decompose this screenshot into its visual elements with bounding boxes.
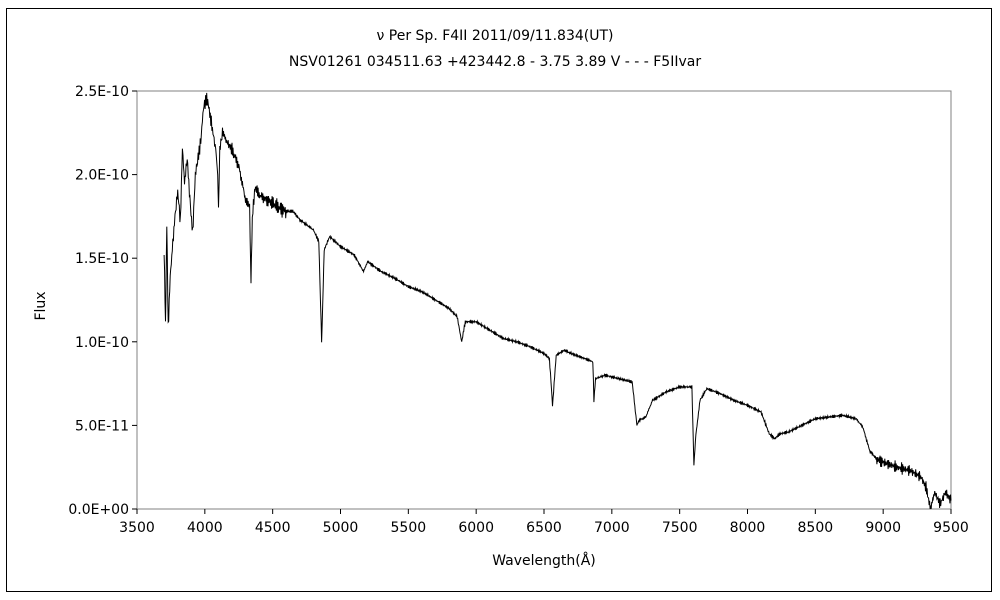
- x-tick-label: 9000: [865, 520, 901, 536]
- x-tick-label: 4500: [255, 520, 291, 536]
- y-axis-ticks: 0.0E+00 5.0E-11 1.0E-10 1.5E-10 2.0E-10 2.5E-…: [68, 84, 137, 518]
- y-tick-label: 0.0E+00: [68, 502, 129, 518]
- x-tick-label: 8500: [798, 520, 834, 536]
- x-tick-label: 4000: [187, 520, 223, 536]
- y-tick-label: 1.5E-10: [75, 251, 129, 267]
- y-axis-label: Flux: [33, 291, 49, 320]
- x-tick-label: 8000: [730, 520, 766, 536]
- y-tick-label: 2.5E-10: [75, 84, 129, 100]
- spectrum-chart: ν Per Sp. F4II 2011/09/11.834(UT) NSV012…: [33, 28, 969, 569]
- x-tick-label: 5000: [323, 520, 359, 536]
- x-tick-label: 7500: [662, 520, 698, 536]
- spectrum-series-line: [163, 92, 952, 510]
- chart-title: ν Per Sp. F4II 2011/09/11.834(UT): [377, 28, 614, 44]
- chart-subtitle: NSV01261 034511.63 +423442.8 - 3.75 3.89…: [289, 54, 701, 70]
- x-tick-label: 5500: [391, 520, 427, 536]
- x-tick-label: 6500: [526, 520, 562, 536]
- x-axis-ticks: 3500 4000 4500 5000 5500 6000 6500 7000 7500 8000…: [119, 509, 969, 536]
- plot-area: [136, 90, 952, 510]
- chart-frame: ν Per Sp. F4II 2011/09/11.834(UT) NSV012…: [6, 8, 992, 592]
- y-tick-label: 2.0E-10: [75, 168, 129, 184]
- x-tick-label: 3500: [119, 520, 155, 536]
- y-tick-label: 1.0E-10: [75, 335, 129, 351]
- x-tick-label: 7000: [594, 520, 630, 536]
- x-tick-label: 9500: [933, 520, 969, 536]
- y-tick-label: 5.0E-11: [75, 418, 129, 434]
- x-tick-label: 6000: [458, 520, 494, 536]
- x-axis-label: Wavelength(Å): [492, 552, 596, 569]
